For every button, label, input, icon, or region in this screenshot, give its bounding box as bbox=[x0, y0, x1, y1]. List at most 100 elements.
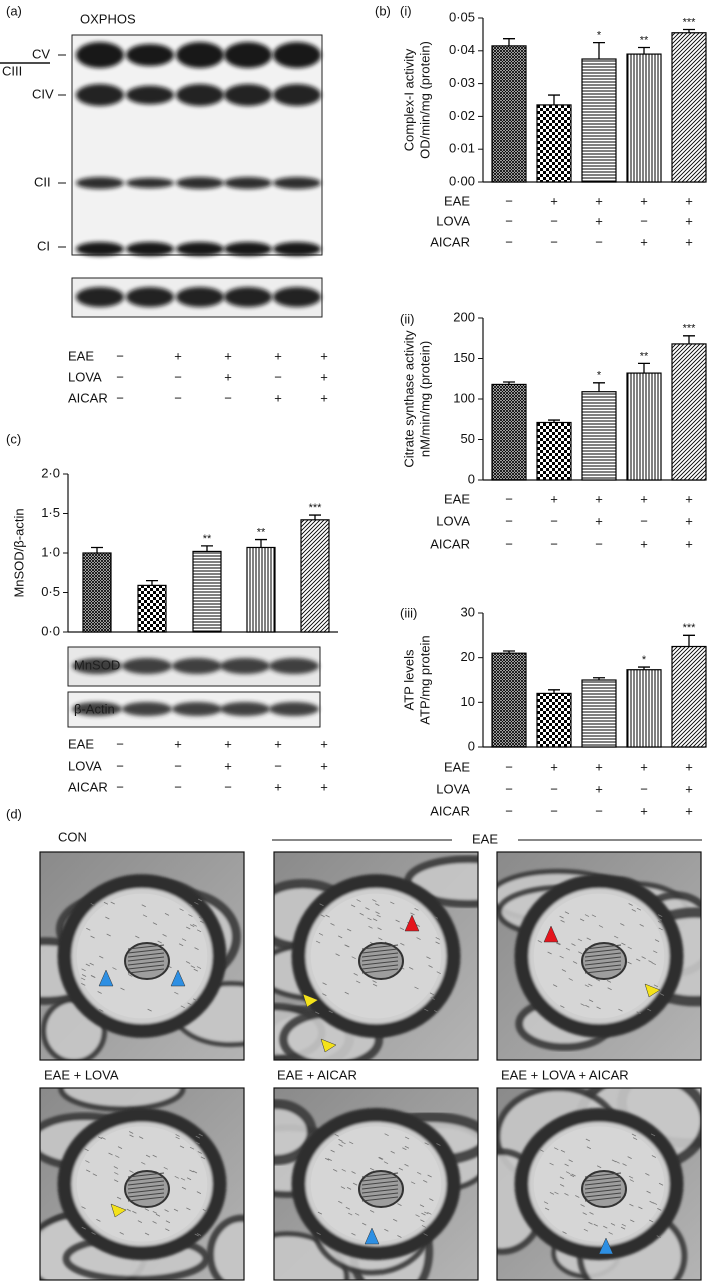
filament bbox=[636, 1011, 641, 1015]
condition-sign: − bbox=[274, 758, 282, 773]
blot-band bbox=[220, 702, 270, 716]
crista bbox=[127, 952, 165, 958]
significance: ** bbox=[203, 533, 212, 545]
filament bbox=[410, 1181, 416, 1185]
filament bbox=[398, 1167, 404, 1171]
y-tick-label: 0·03 bbox=[449, 75, 475, 90]
crista bbox=[584, 960, 622, 966]
condition-sign: − bbox=[116, 736, 124, 751]
filament bbox=[595, 978, 601, 982]
filament bbox=[194, 947, 199, 951]
filament bbox=[86, 927, 91, 931]
arrowhead bbox=[644, 983, 661, 998]
filament bbox=[650, 1133, 656, 1137]
blot-band bbox=[76, 42, 124, 68]
filament bbox=[429, 1198, 434, 1201]
condition-sign: + bbox=[640, 491, 648, 506]
filament bbox=[110, 901, 115, 905]
filament bbox=[638, 1206, 643, 1210]
filament bbox=[163, 1166, 168, 1170]
condition-sign: − bbox=[116, 758, 124, 773]
filament bbox=[367, 917, 372, 921]
filament bbox=[152, 1221, 157, 1224]
significance: * bbox=[642, 654, 647, 666]
filament bbox=[564, 911, 570, 915]
filament bbox=[181, 938, 187, 942]
micrograph bbox=[496, 1087, 702, 1281]
filament bbox=[620, 1226, 626, 1230]
y-tick-label: 20 bbox=[461, 649, 475, 664]
filament bbox=[375, 903, 380, 907]
error-bar bbox=[593, 41, 605, 59]
filament bbox=[350, 904, 356, 908]
error-bar bbox=[548, 419, 560, 423]
crista bbox=[361, 944, 399, 950]
filament bbox=[402, 1147, 407, 1151]
filament bbox=[378, 1156, 384, 1160]
filament bbox=[341, 1168, 346, 1172]
filament bbox=[580, 1003, 585, 1007]
filament bbox=[356, 899, 361, 902]
filament bbox=[341, 1141, 346, 1145]
band-label: CI bbox=[37, 238, 50, 253]
filament bbox=[390, 1150, 395, 1154]
filament bbox=[346, 928, 352, 932]
condition-label: EAE bbox=[68, 736, 94, 751]
filament bbox=[80, 977, 86, 981]
y-axis-label: Complex-I activity bbox=[401, 48, 416, 151]
y-axis-label: ATP levels bbox=[401, 649, 416, 710]
filament bbox=[611, 1159, 617, 1163]
filament bbox=[384, 1228, 389, 1232]
condition-label: LOVA bbox=[436, 213, 470, 228]
filament bbox=[141, 1161, 146, 1165]
filament bbox=[144, 1208, 150, 1211]
filament bbox=[428, 965, 433, 968]
filament bbox=[424, 1211, 429, 1215]
blot-band bbox=[122, 702, 172, 716]
bar bbox=[246, 546, 276, 633]
filament bbox=[658, 914, 663, 918]
condition-label: EAE bbox=[444, 759, 470, 774]
filament bbox=[397, 1235, 402, 1238]
error-bar bbox=[548, 689, 560, 694]
filament bbox=[165, 1228, 170, 1232]
filament bbox=[335, 953, 340, 957]
significance: ** bbox=[640, 34, 649, 46]
condition-sign: + bbox=[595, 759, 603, 774]
filament bbox=[564, 1192, 569, 1196]
filament bbox=[415, 1214, 420, 1218]
filament bbox=[585, 1004, 590, 1008]
arrowhead bbox=[320, 1038, 337, 1053]
condition-sign: + bbox=[224, 348, 232, 363]
filament bbox=[659, 993, 665, 996]
condition-sign: − bbox=[595, 234, 603, 249]
crista bbox=[127, 1184, 165, 1190]
crista bbox=[584, 948, 622, 954]
blot-band bbox=[72, 658, 122, 674]
filament bbox=[569, 1174, 575, 1178]
filament bbox=[631, 908, 637, 912]
arrowhead bbox=[364, 1227, 380, 1245]
myelin bbox=[274, 1099, 317, 1166]
error-bar bbox=[503, 650, 515, 654]
condition-label: LOVA bbox=[436, 513, 470, 528]
filament bbox=[351, 956, 356, 960]
micrograph-content bbox=[497, 852, 701, 1060]
filament bbox=[547, 951, 552, 955]
micrograph-frame bbox=[273, 1087, 479, 1281]
bar bbox=[671, 343, 707, 481]
error-bar bbox=[503, 381, 515, 385]
y-tick-label: 1·0 bbox=[41, 544, 60, 559]
filament bbox=[345, 1206, 350, 1210]
crista bbox=[127, 1196, 165, 1202]
filament bbox=[164, 1209, 169, 1212]
filament bbox=[549, 1192, 555, 1195]
filament bbox=[397, 1203, 402, 1206]
condition-sign: + bbox=[320, 779, 328, 794]
filament bbox=[327, 1158, 332, 1161]
condition-sign: − bbox=[550, 213, 558, 228]
micrograph-content bbox=[40, 852, 244, 1060]
filament bbox=[654, 939, 660, 943]
filament bbox=[164, 913, 170, 916]
filament bbox=[175, 1134, 180, 1137]
